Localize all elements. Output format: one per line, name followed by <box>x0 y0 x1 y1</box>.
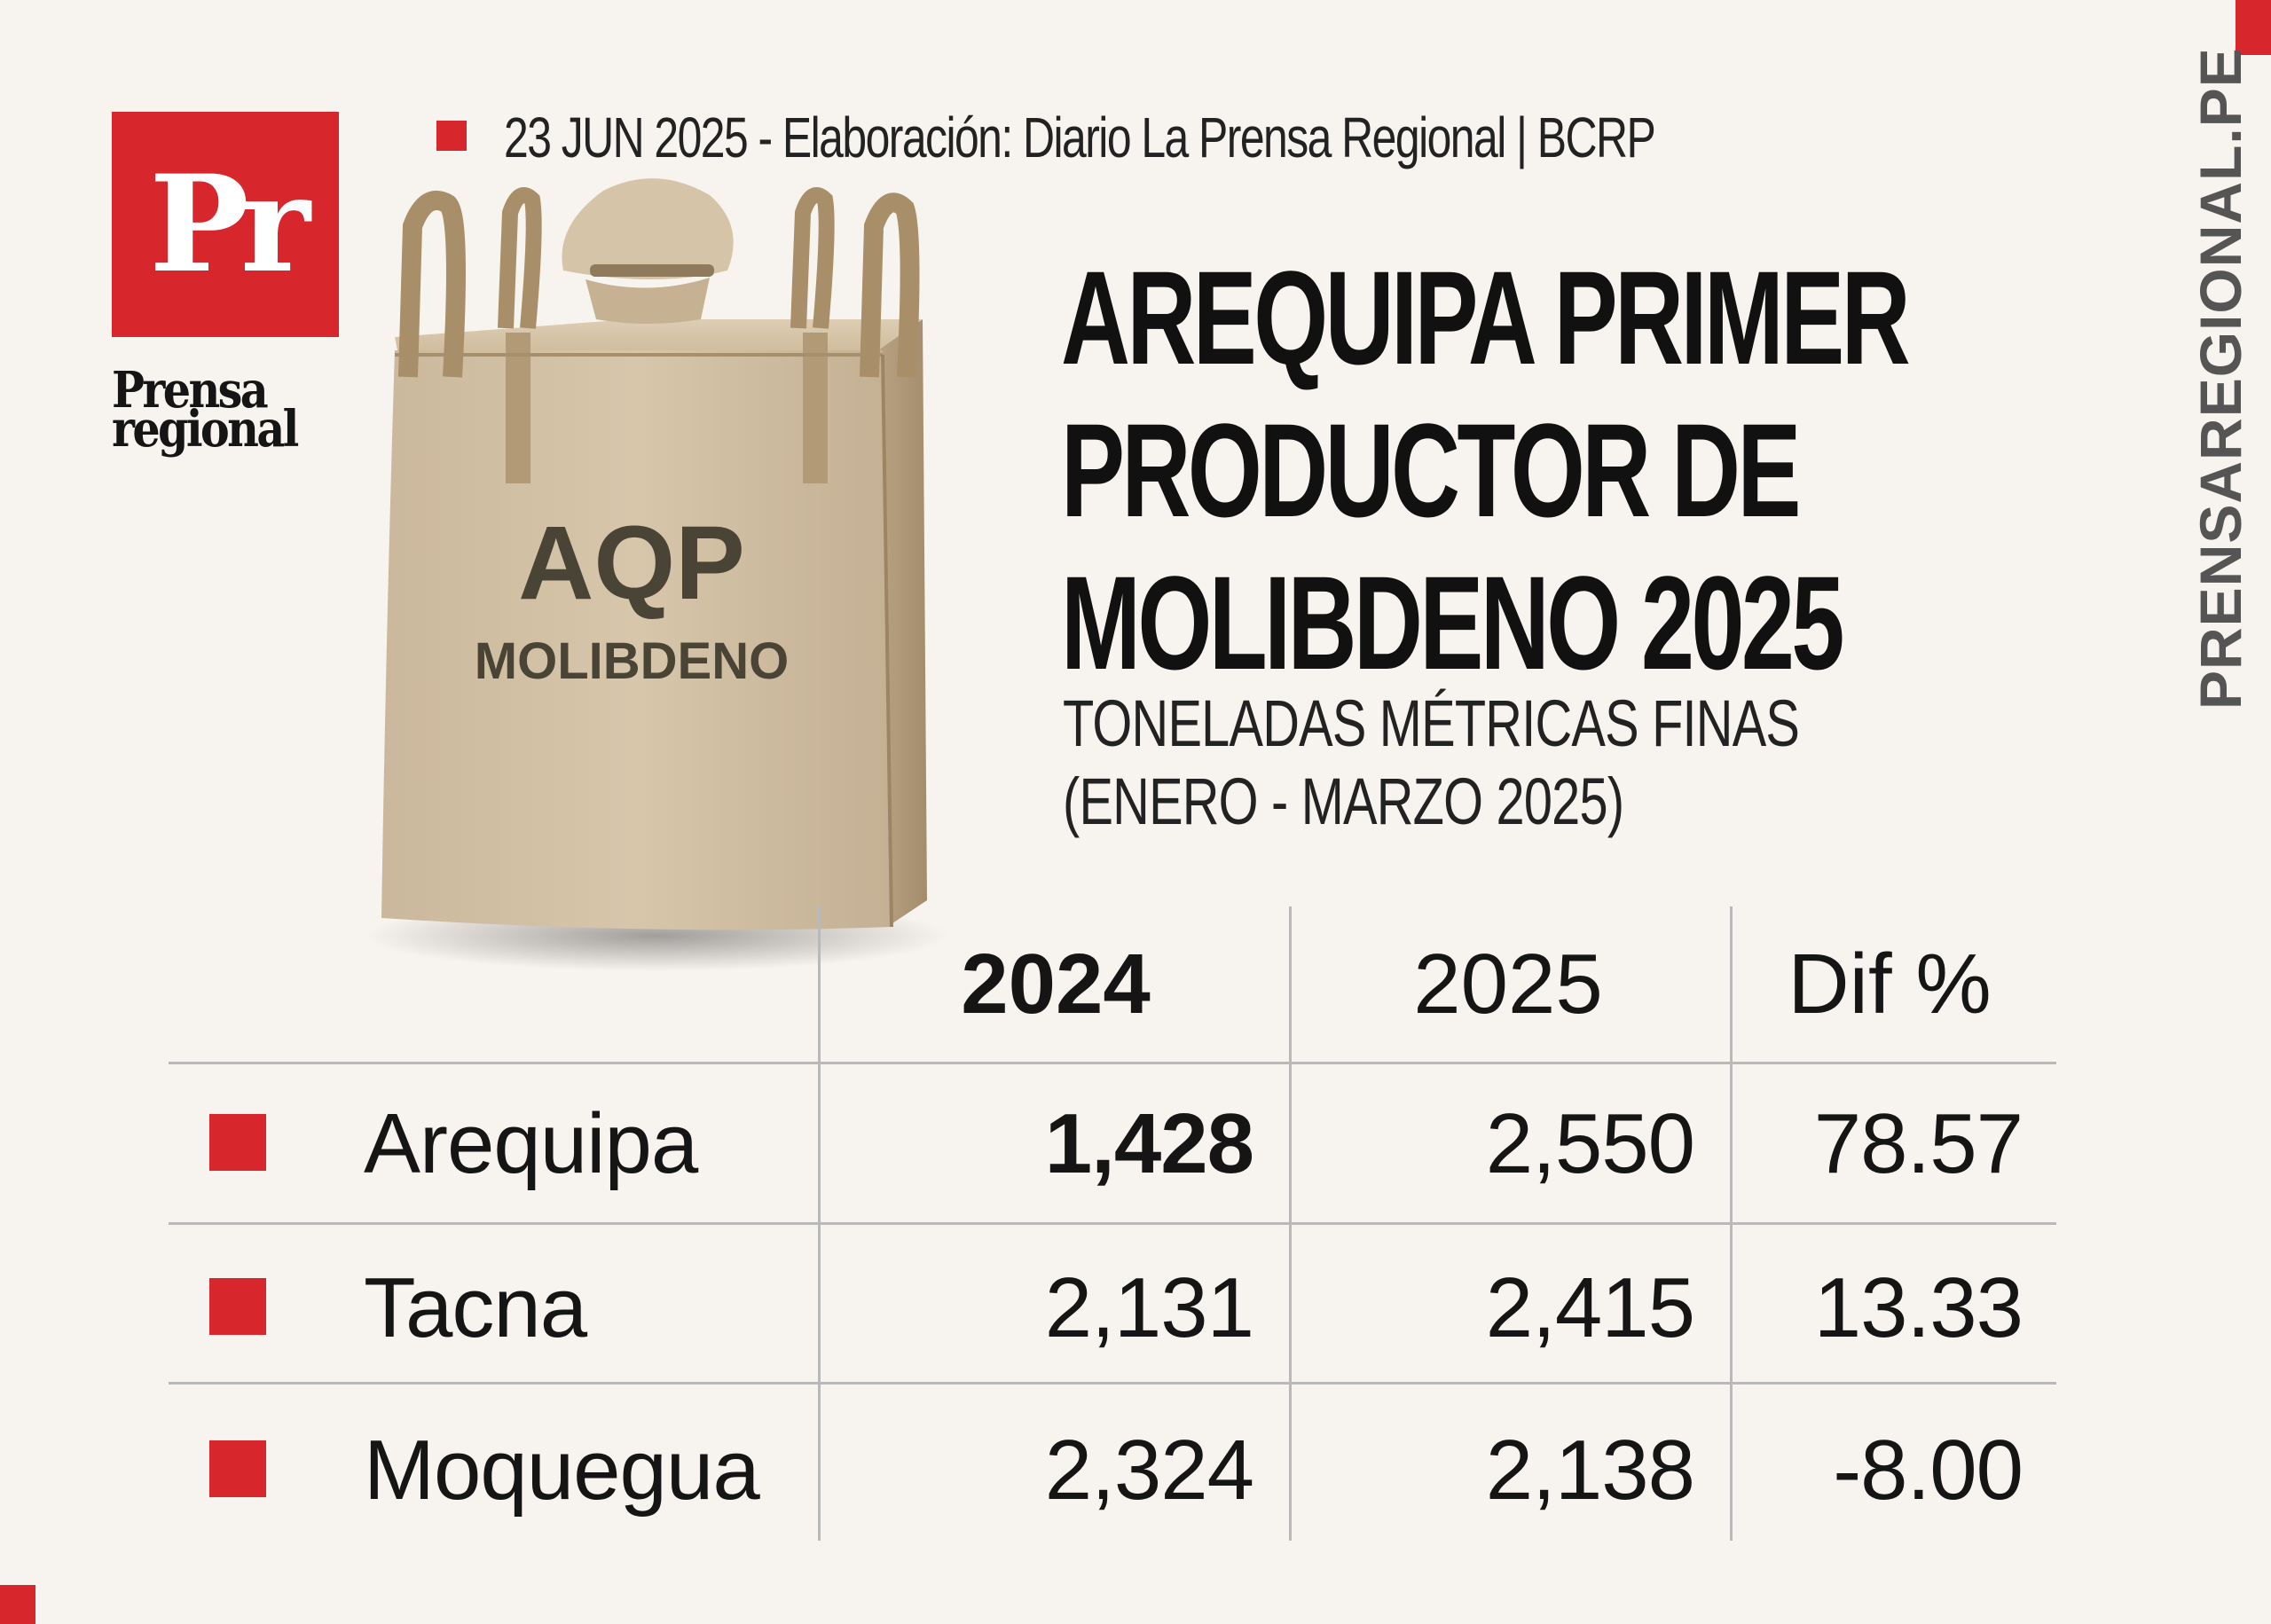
logo-wordmark: Prensa regional <box>112 361 315 459</box>
subtitle: TONELADAS MÉTRICAS FINAS (ENERO - MARZO … <box>1063 685 1893 841</box>
molybdenum-bag-illustration: AQP MOLIBDENO <box>364 178 949 971</box>
row-bullet <box>209 1278 266 1335</box>
table-header-2024: 2024 <box>961 937 1151 1032</box>
logo-word-line2: regional <box>112 400 299 459</box>
logo-mark-text: Pr <box>149 146 310 302</box>
row-bullet <box>209 1114 266 1171</box>
table-header-2025: 2025 <box>1413 937 1603 1032</box>
bag-label-main: AQP <box>518 505 745 622</box>
table-row-dif: 13.33 <box>1813 1260 2023 1355</box>
headline: AREQUIPA PRIMER PRODUCTOR DE MOLIBDENO 2… <box>1061 241 1911 699</box>
corner-accent-top-right <box>2236 0 2271 55</box>
subtitle-line-2: (ENERO - MARZO 2025) <box>1063 765 1624 838</box>
table-row-region: Arequipa <box>364 1096 698 1191</box>
table-row-dif: -8.00 <box>1833 1423 2023 1518</box>
table-row-region: Tacna <box>364 1260 587 1355</box>
corner-accent-bottom-left <box>0 1585 35 1624</box>
source-line: 23 JUN 2025 - Elaboración: Diario La Pre… <box>504 106 1656 169</box>
logo-word-line1: Prensa <box>112 361 269 420</box>
headline-line-1: AREQUIPA PRIMER <box>1061 243 1911 392</box>
table-row-2025: 2,415 <box>1485 1260 1695 1355</box>
table-header-dif: Dif % <box>1788 937 1992 1032</box>
table-row-dif: 78.57 <box>1813 1096 2023 1191</box>
table-row-2024: 2,324 <box>1044 1423 1254 1518</box>
headline-line-3: MOLIBDENO 2025 <box>1061 548 1844 697</box>
table-row-2025: 2,138 <box>1485 1423 1695 1518</box>
table-hline-row1 <box>169 1222 2056 1225</box>
row-bullet <box>209 1440 266 1497</box>
logo-mark-box: Pr <box>112 112 339 337</box>
table-row-region: Moquegua <box>364 1423 760 1518</box>
table-hline-header <box>169 1062 2056 1064</box>
table-row-2024: 1,428 <box>1044 1096 1254 1191</box>
table-row-2025: 2,550 <box>1485 1096 1695 1191</box>
table-row-2024: 2,131 <box>1044 1260 1254 1355</box>
table-hline-row2 <box>169 1382 2056 1385</box>
subtitle-line-1: TONELADAS MÉTRICAS FINAS <box>1063 686 1800 760</box>
site-url-vertical: PRENSAREGIONAL.PE <box>2188 47 2253 710</box>
source-bullet <box>436 121 467 151</box>
bag-label-sub: MOLIBDENO <box>475 632 789 690</box>
headline-line-2: PRODUCTOR DE <box>1061 396 1801 545</box>
